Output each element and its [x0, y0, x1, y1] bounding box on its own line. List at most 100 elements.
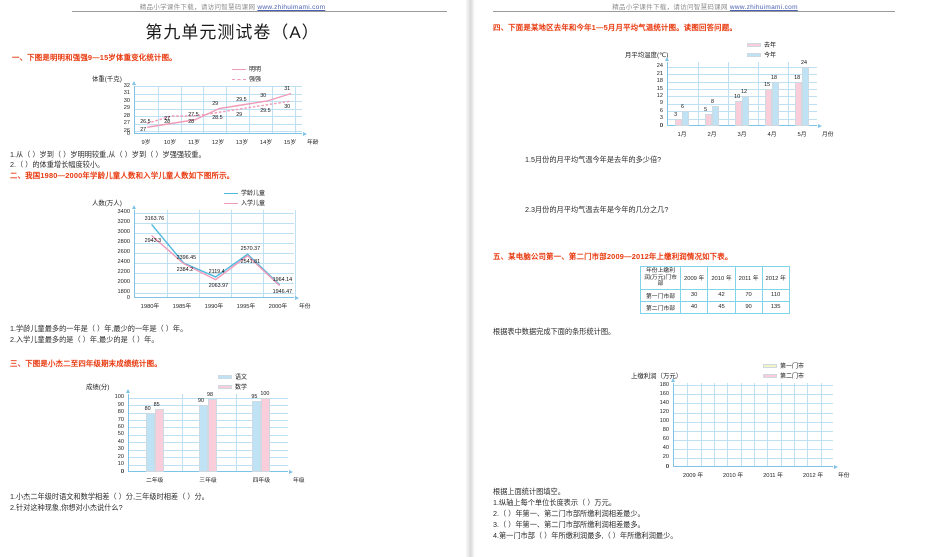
point-value-label: 27	[140, 126, 147, 133]
bar-value-label: 8	[711, 99, 714, 106]
y-tick-label: 15	[656, 85, 663, 92]
table-cell: 40	[679, 300, 709, 314]
x-tick-label: 10岁	[163, 140, 177, 146]
bar-去年	[795, 81, 802, 126]
table-col-head: 2011 年	[734, 266, 763, 290]
gridline-h	[674, 448, 833, 450]
y-tick-label: 70	[117, 416, 124, 423]
y-tick-label: 24	[656, 63, 663, 70]
gridline-v	[714, 383, 715, 466]
table-cell: 42	[707, 288, 736, 302]
section-4-question-2: 2.3月份的月平均气温去年是今年的几分之几?	[525, 205, 669, 214]
point-value-label: 2063.97	[208, 282, 229, 289]
legend-swatch	[747, 53, 761, 58]
gridline-v	[740, 383, 742, 466]
gridline-h	[668, 81, 817, 83]
legend-label: 第二门市	[780, 374, 805, 380]
gridline-h	[674, 421, 833, 423]
gridline-v	[295, 210, 296, 297]
x-axis-title: 年龄	[307, 140, 319, 146]
legend-item: 第一门市	[763, 361, 804, 370]
x-tick-label: 二年级	[145, 478, 164, 484]
legend-item: 语文	[218, 372, 247, 381]
gridline-v	[700, 383, 702, 466]
table-cell: 135	[761, 300, 790, 314]
point-value-label: 28	[188, 119, 195, 125]
table-col-head: 2012 年	[761, 266, 790, 290]
plot-area	[134, 210, 296, 298]
gridline-v	[271, 86, 273, 133]
gridline-v	[180, 86, 182, 133]
y-axis-arrow-icon	[131, 205, 136, 209]
gridline-h	[668, 89, 817, 91]
table-row-label: 第一门市部	[640, 288, 681, 302]
y-axis-arrow-icon	[664, 57, 669, 61]
gridline-h	[674, 385, 833, 387]
profit-table: 年份上缴利 润(万元)门市 部 2009 年 2010 年 2011 年 201…	[640, 266, 790, 314]
point-value-label: 2396.45	[176, 254, 197, 261]
legend-label: 明明	[249, 67, 262, 73]
y-tick-label: 100	[114, 394, 124, 401]
page-gutter	[465, 0, 475, 557]
gridline-v	[728, 62, 729, 125]
y-tick-label: 90	[117, 401, 124, 408]
section-3-question-1: 1.小杰二年级时语文和数学相差（ ）分,三年级时相差（ ）分。	[10, 492, 209, 501]
gridline-h	[135, 101, 302, 102]
legend-item: 去年	[747, 40, 776, 49]
y-tick-label: 9	[659, 100, 663, 107]
y-tick-label: 120	[659, 409, 669, 415]
table-row-label: 第二门市部	[640, 300, 681, 314]
y-tick-label: 3200	[117, 219, 130, 226]
x-axis-arrow-icon	[289, 469, 293, 474]
y-tick-label: 28	[123, 112, 130, 119]
point-value-label: 27	[164, 115, 171, 122]
table-corner-line-2: 润(万元)门市	[644, 274, 677, 281]
legend-swatch	[232, 78, 246, 80]
bar-value-label: 90	[198, 398, 204, 405]
legend-item: 入学儿童	[224, 198, 265, 207]
y-tick-label: 18	[656, 78, 663, 85]
legend-swatch	[224, 202, 238, 204]
bar-数学	[154, 408, 164, 472]
table-row: 第二门市部 40 45 90 135	[640, 300, 790, 314]
y-tick-label: 2200	[117, 269, 130, 276]
legend-item: 学龄儿童	[224, 188, 265, 197]
y-tick-label: 0	[665, 463, 669, 470]
x-axis-arrow-icon	[295, 295, 299, 300]
y-tick-label: 21	[656, 70, 663, 77]
y-tick-label: 26	[123, 127, 130, 134]
table-col-head: 2010 年	[707, 266, 736, 290]
legend-label: 去年	[764, 43, 777, 49]
point-value-label: 1946.47	[272, 288, 293, 295]
y-tick-label: 31	[123, 90, 130, 96]
x-origin-label: 0	[126, 130, 130, 137]
x-tick-label: 1月	[677, 132, 687, 138]
x-origin-label: 0	[665, 463, 669, 470]
gridline-v	[294, 86, 296, 133]
y-axis-title: 人数(万人)	[92, 200, 122, 207]
weight-line-chart: 体重(千克) 26 27 28 29 30 31 32 26.5 27 27.5 29 29.5 30 31…	[88, 62, 348, 146]
plot-area	[673, 383, 833, 467]
bar-数学	[261, 397, 271, 472]
bar-value-label: 98	[207, 392, 213, 399]
gridline-h	[674, 457, 833, 459]
y-tick-label: 40	[662, 445, 669, 452]
gridline-h	[674, 439, 833, 441]
x-origin-label: 0	[659, 122, 663, 129]
bar-去年	[735, 101, 742, 126]
y-tick-label: 29	[123, 105, 130, 111]
y-axis-title: 成绩(分)	[86, 384, 110, 391]
point-value-label: 29.5	[260, 107, 271, 114]
header-rule	[72, 11, 447, 12]
y-tick-label: 160	[659, 390, 669, 397]
y-tick-label: 50	[117, 431, 124, 438]
bar-去年	[765, 89, 772, 126]
legend-swatch	[218, 385, 232, 390]
gridline-h	[135, 242, 294, 244]
table-cell: 70	[734, 288, 763, 302]
gridline-v	[203, 86, 205, 133]
gridline-h	[135, 86, 302, 87]
y-tick-label: 20	[117, 453, 124, 460]
legend-item: 数学	[218, 382, 247, 391]
